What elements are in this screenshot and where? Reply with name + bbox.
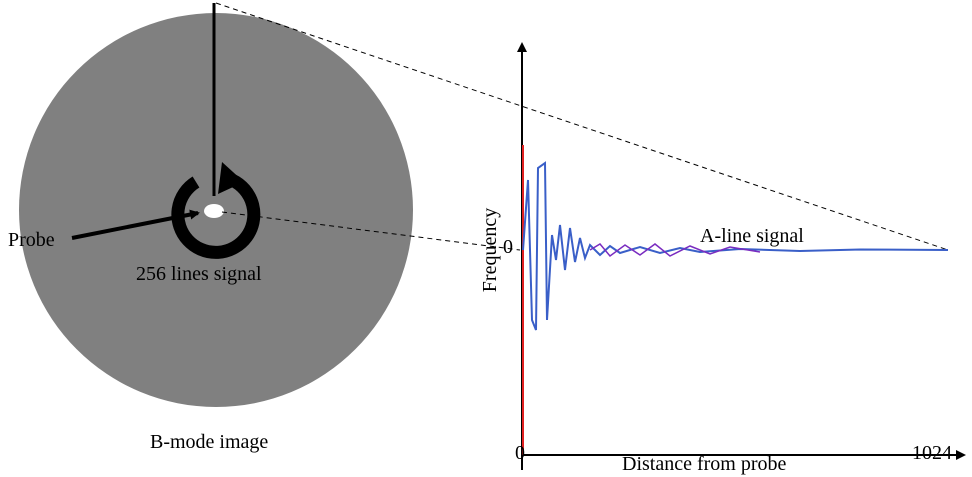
diagram: Probe 256 lines signal B-mode image Freq… [0,0,972,477]
lines-label: 256 lines signal [136,263,262,285]
b-mode-caption: B-mode image [150,431,268,453]
x-axis-label: Distance from probe [622,453,787,475]
signal-label: A-line signal [700,225,804,247]
x-end-label: 1024 [912,442,952,464]
y-axis-label: Frequency [479,208,501,292]
probe-hole [204,204,224,218]
y-zero-label: 0 [503,236,513,258]
x-start-label: 0 [515,442,525,464]
probe-label: Probe [8,229,55,251]
